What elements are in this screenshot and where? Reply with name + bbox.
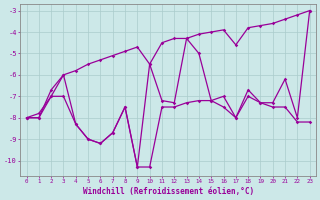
X-axis label: Windchill (Refroidissement éolien,°C): Windchill (Refroidissement éolien,°C) <box>83 187 254 196</box>
